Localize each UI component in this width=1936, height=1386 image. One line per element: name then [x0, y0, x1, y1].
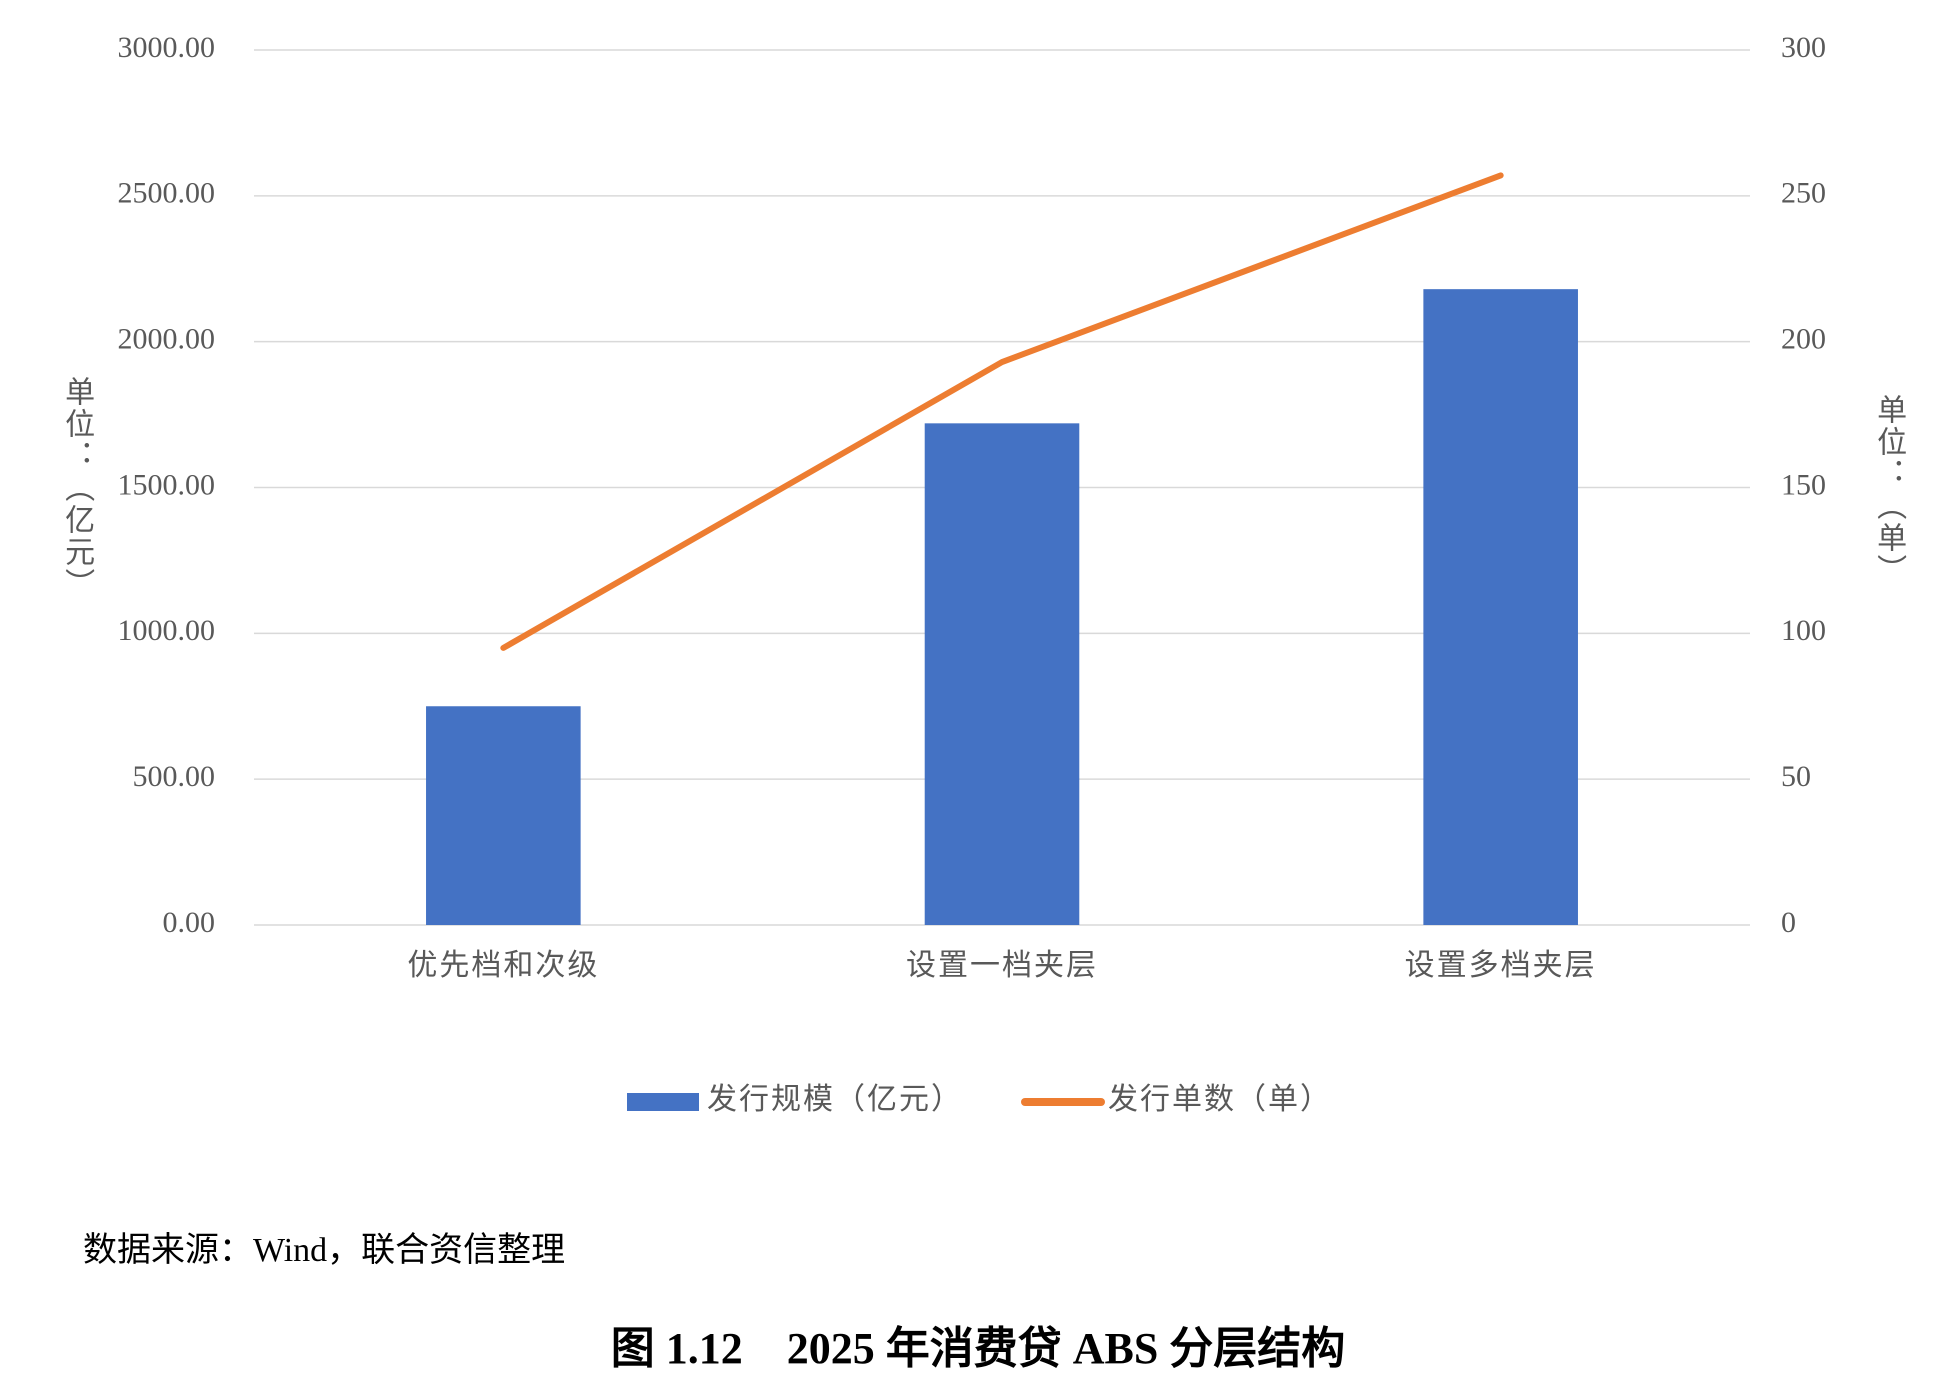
y-tick-label: 500.00	[133, 760, 216, 793]
y2-tick-label: 100	[1781, 614, 1826, 647]
y2-tick-label: 300	[1781, 31, 1826, 64]
legend-label: 发行规模（亿元）	[707, 1083, 963, 1116]
bar	[426, 706, 581, 925]
x-tick-label: 优先档和次级	[407, 949, 599, 982]
y-axis-label: 单位：（亿元）	[60, 376, 95, 600]
y-tick-label: 2000.00	[118, 323, 216, 356]
bar	[924, 423, 1080, 925]
y2-tick-label: 150	[1781, 468, 1826, 501]
bar	[1423, 289, 1578, 926]
y-tick-label: 1500.00	[118, 468, 216, 501]
source-note: 数据来源：Wind，联合资信整理	[83, 1231, 565, 1269]
y2-tick-label: 250	[1781, 177, 1826, 210]
y-tick-label: 0.00	[163, 906, 216, 939]
x-tick-label: 设置多档夹层	[1405, 949, 1597, 982]
legend-swatch	[627, 1093, 699, 1111]
y-tick-label: 2500.00	[118, 177, 216, 210]
y2-tick-label: 200	[1781, 323, 1826, 356]
caption: 图 1.12 2025 年消费贷 ABS 分层结构	[611, 1324, 1346, 1373]
legend-label: 发行单数（单）	[1108, 1083, 1332, 1116]
y-tick-label: 1000.00	[118, 614, 216, 647]
x-tick-label: 设置一档夹层	[906, 949, 1098, 982]
line	[500, 172, 1504, 651]
y2-tick-label: 50	[1781, 760, 1811, 793]
y-tick-label: 3000.00	[118, 31, 216, 64]
y2-axis-label: 单位：（单）	[1872, 394, 1907, 586]
y2-tick-label: 0	[1781, 906, 1796, 939]
